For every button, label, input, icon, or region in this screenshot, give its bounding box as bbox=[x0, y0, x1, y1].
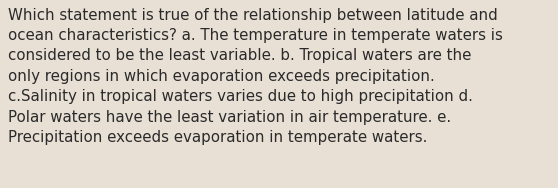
Text: Which statement is true of the relationship between latitude and
ocean character: Which statement is true of the relations… bbox=[8, 8, 503, 145]
